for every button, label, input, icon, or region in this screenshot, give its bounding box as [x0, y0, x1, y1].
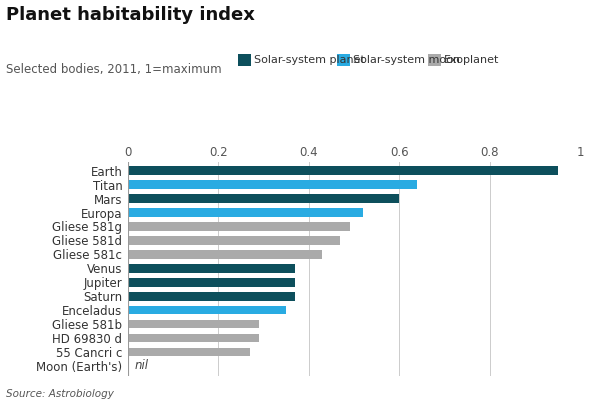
Bar [128, 292, 295, 301]
Bar [128, 180, 417, 189]
Bar [128, 236, 340, 245]
Bar [128, 348, 250, 356]
Text: Exoplanet: Exoplanet [444, 55, 499, 65]
Bar [128, 222, 349, 231]
Bar [128, 208, 363, 217]
Text: Planet habitability index: Planet habitability index [6, 6, 255, 24]
Bar [128, 278, 295, 286]
Bar [128, 250, 322, 259]
Text: Source: Astrobiology: Source: Astrobiology [6, 389, 114, 399]
Bar [128, 334, 259, 342]
Bar [128, 320, 259, 328]
Text: Solar-system moon: Solar-system moon [353, 55, 460, 65]
Bar [128, 306, 286, 314]
Text: Solar-system planet: Solar-system planet [254, 55, 365, 65]
Text: nil: nil [134, 360, 149, 372]
Text: Selected bodies, 2011, 1=maximum: Selected bodies, 2011, 1=maximum [6, 63, 221, 76]
Bar [128, 166, 558, 175]
Bar [128, 264, 295, 273]
Bar [128, 194, 399, 203]
